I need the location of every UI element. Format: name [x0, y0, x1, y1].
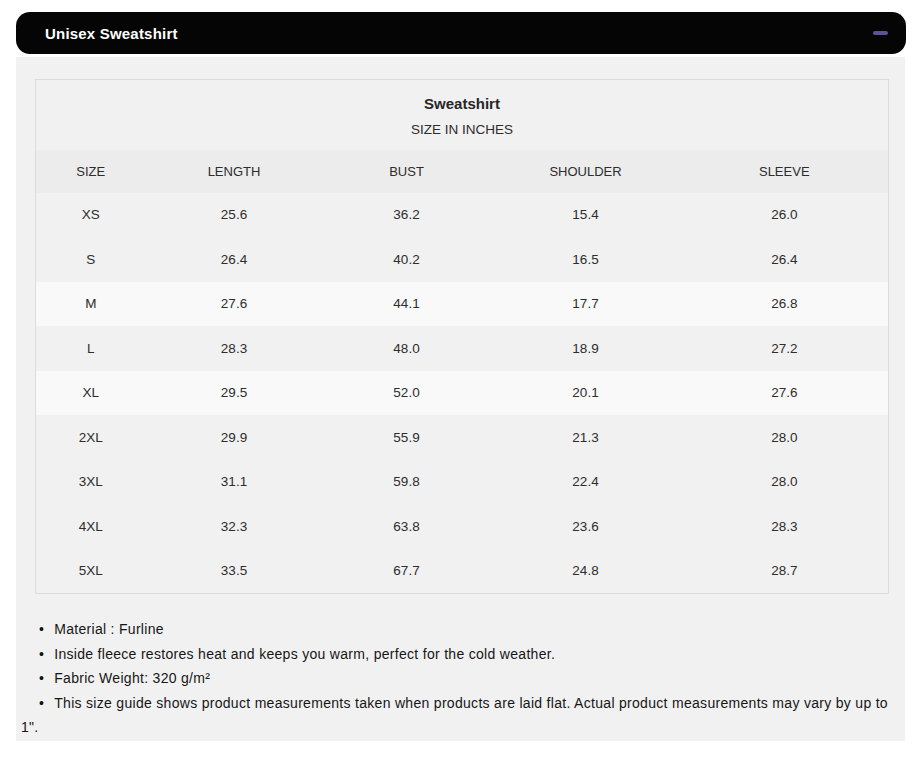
cell-measurement: 48.0 [323, 326, 491, 371]
table-row-xl: XL29.552.020.127.6 [36, 371, 889, 416]
table-row-l: L28.348.018.927.2 [36, 326, 889, 371]
accordion-title: Unisex Sweatshirt [45, 25, 178, 42]
table-row-2xl: 2XL29.955.921.328.0 [36, 415, 889, 460]
cell-measurement: 36.2 [323, 193, 491, 238]
table-row-xs: XS25.636.215.426.0 [36, 193, 889, 238]
cell-size-label: XL [36, 371, 146, 416]
cell-measurement: 16.5 [491, 237, 681, 282]
cell-measurement: 26.8 [681, 282, 889, 327]
cell-measurement: 15.4 [491, 193, 681, 238]
cell-measurement: 23.6 [491, 504, 681, 549]
note-item: •Inside fleece restores heat and keeps y… [21, 642, 889, 667]
cell-measurement: 22.4 [491, 460, 681, 505]
cell-measurement: 27.2 [681, 326, 889, 371]
cell-measurement: 28.0 [681, 415, 889, 460]
column-header-size: SIZE [36, 150, 146, 193]
cell-size-label: L [36, 326, 146, 371]
cell-size-label: 2XL [36, 415, 146, 460]
cell-size-label: 3XL [36, 460, 146, 505]
cell-size-label: XS [36, 193, 146, 238]
column-header-bust: BUST [323, 150, 491, 193]
cell-measurement: 28.3 [681, 504, 889, 549]
bullet-icon: • [39, 666, 44, 691]
accordion-header-unisex-sweatshirt[interactable]: Unisex Sweatshirt [16, 12, 906, 54]
cell-measurement: 26.0 [681, 193, 889, 238]
collapse-minus-icon[interactable] [873, 31, 888, 35]
cell-measurement: 44.1 [323, 282, 491, 327]
cell-measurement: 28.7 [681, 549, 889, 594]
column-header-shoulder: SHOULDER [491, 150, 681, 193]
size-chart-table: Sweatshirt SIZE IN INCHES SIZELENGTHBUST… [35, 79, 889, 594]
cell-measurement: 59.8 [323, 460, 491, 505]
cell-measurement: 26.4 [146, 237, 323, 282]
cell-measurement: 27.6 [681, 371, 889, 416]
table-row-4xl: 4XL32.363.823.628.3 [36, 504, 889, 549]
note-item: •Fabric Weight: 320 g/m² [21, 666, 889, 691]
cell-measurement: 67.7 [323, 549, 491, 594]
column-header-length: LENGTH [146, 150, 323, 193]
table-caption: Sweatshirt SIZE IN INCHES [36, 80, 889, 150]
cell-measurement: 26.4 [681, 237, 889, 282]
cell-measurement: 18.9 [491, 326, 681, 371]
note-item: •This size guide shows product measureme… [21, 691, 889, 740]
cell-measurement: 20.1 [491, 371, 681, 416]
table-row-m: M27.644.117.726.8 [36, 282, 889, 327]
cell-measurement: 24.8 [491, 549, 681, 594]
cell-size-label: 5XL [36, 549, 146, 594]
size-chart-panel: Sweatshirt SIZE IN INCHES SIZELENGTHBUST… [16, 57, 905, 741]
cell-measurement: 29.9 [146, 415, 323, 460]
cell-size-label: 4XL [36, 504, 146, 549]
cell-measurement: 17.7 [491, 282, 681, 327]
cell-size-label: S [36, 237, 146, 282]
bullet-icon: • [39, 642, 44, 667]
cell-measurement: 32.3 [146, 504, 323, 549]
bullet-icon: • [39, 617, 44, 642]
chart-subtitle: SIZE IN INCHES [36, 122, 888, 137]
cell-size-label: M [36, 282, 146, 327]
product-notes: •Material : Furline•Inside fleece restor… [21, 617, 889, 740]
cell-measurement: 28.0 [681, 460, 889, 505]
note-item: •Material : Furline [21, 617, 889, 642]
cell-measurement: 55.9 [323, 415, 491, 460]
bullet-icon: • [39, 691, 44, 716]
size-guide-page: Unisex Sweatshirt Sweatshirt SIZE IN INC… [0, 0, 921, 759]
cell-measurement: 63.8 [323, 504, 491, 549]
cell-measurement: 28.3 [146, 326, 323, 371]
cell-measurement: 40.2 [323, 237, 491, 282]
chart-title: Sweatshirt [36, 95, 888, 112]
cell-measurement: 29.5 [146, 371, 323, 416]
cell-measurement: 21.3 [491, 415, 681, 460]
table-row-5xl: 5XL33.567.724.828.7 [36, 549, 889, 594]
cell-measurement: 33.5 [146, 549, 323, 594]
table-row-3xl: 3XL31.159.822.428.0 [36, 460, 889, 505]
column-header-sleeve: SLEEVE [681, 150, 889, 193]
table-row-s: S26.440.216.526.4 [36, 237, 889, 282]
cell-measurement: 52.0 [323, 371, 491, 416]
cell-measurement: 31.1 [146, 460, 323, 505]
cell-measurement: 27.6 [146, 282, 323, 327]
cell-measurement: 25.6 [146, 193, 323, 238]
